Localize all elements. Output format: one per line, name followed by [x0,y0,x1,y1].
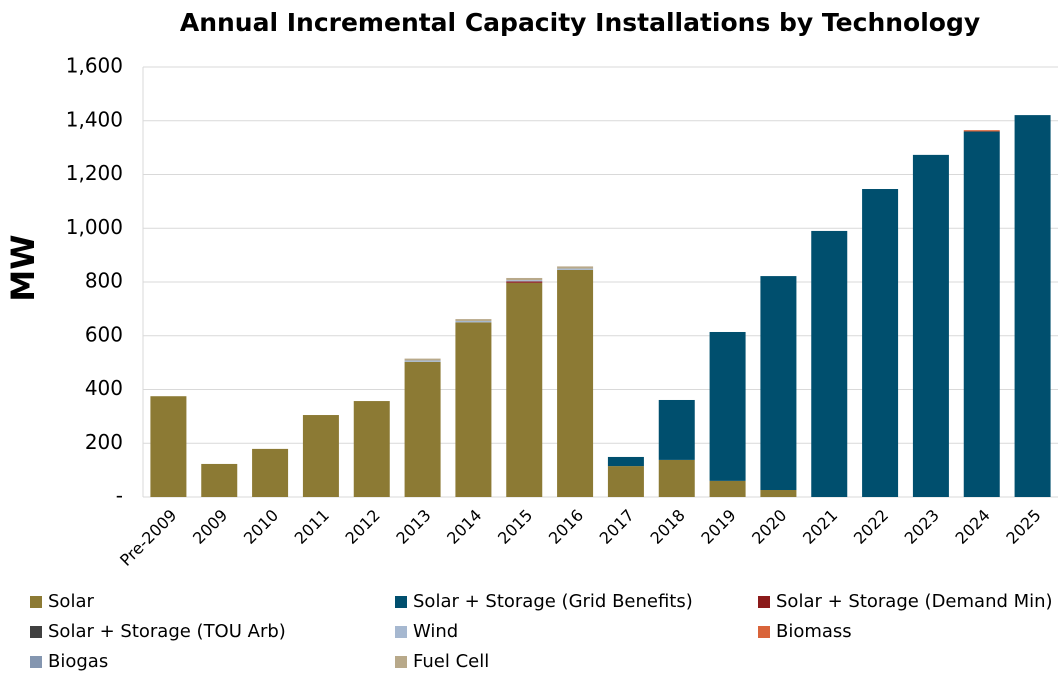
bar-segment [506,280,543,282]
y-tick-label: 800 [85,269,123,293]
x-tick-label: 2019 [697,506,739,548]
bar-segment [302,415,339,497]
y-tick-label: - [116,484,123,508]
legend-label: Biogas [48,651,108,672]
bar-segment [557,269,594,497]
legend-swatch [30,626,42,638]
bar-segment [252,448,289,497]
bar-segment [506,282,543,497]
y-tick-label: 400 [85,376,123,400]
bar-segment [506,281,543,283]
y-tick-label: 1,000 [66,215,123,239]
y-tick-label: 1,600 [66,54,123,78]
y-axis-label: MW [4,234,42,301]
bar-segment [150,396,187,497]
legend-swatch [30,596,42,608]
legend-swatch [758,626,770,638]
x-tick-label: 2009 [189,506,231,548]
bar-segment [862,189,899,497]
x-tick-label: 2023 [901,506,943,548]
x-tick-label: 2015 [494,506,536,548]
bar-segment [557,268,594,270]
bar-segment [506,277,543,281]
bar-segment [404,361,441,497]
legend-label: Solar + Storage (Grid Benefits) [413,591,693,612]
bar-segment [455,319,492,321]
x-tick-label: 2011 [291,506,333,548]
x-tick-label: 2020 [748,506,790,548]
bar-segment [607,466,644,497]
bar-segment [607,456,644,467]
bar-segment [201,463,238,497]
bar-segment [760,490,797,497]
legend-swatch [30,656,42,668]
chart-title: Annual Incremental Capacity Installation… [180,8,980,37]
bar-segment [404,360,441,362]
x-tick-label: 2016 [545,506,587,548]
bar-segment [1014,115,1051,497]
legend-label: Fuel Cell [413,651,489,672]
bar-segment [658,459,695,497]
y-tick-label: 200 [85,430,123,454]
bar-segment [353,401,390,497]
x-tick-label: 2024 [952,506,994,548]
x-tick-label: 2021 [799,506,841,548]
x-tick-label: 2025 [1002,506,1044,548]
x-tick-label: 2010 [240,506,282,548]
bar-segment [557,266,594,269]
y-tick-label: 1,200 [66,161,123,185]
bar-segment [709,480,746,497]
x-tick-label: 2017 [596,506,638,548]
legend-label: Solar [48,591,94,612]
x-tick-label: 2013 [392,506,434,548]
bar-segment [912,154,949,497]
legend-label: Wind [413,621,458,642]
legend-label: Solar + Storage (Demand Min) [776,591,1053,612]
x-tick-label: Pre-2009 [116,506,180,570]
legend-swatch [395,656,407,668]
bar-segment [760,276,797,491]
legend-swatch [395,626,407,638]
bar-segment [963,130,1000,132]
bar-segment [455,322,492,497]
y-tick-label: 1,400 [66,107,123,131]
y-tick-label: 600 [85,322,123,346]
bar-segment [404,358,441,361]
x-tick-label: 2014 [443,506,485,548]
legend-swatch [758,596,770,608]
bar-segment [709,331,746,481]
legend-swatch [395,596,407,608]
x-tick-label: 2022 [850,506,892,548]
legend-label: Biomass [776,621,852,642]
x-tick-label: 2012 [342,506,384,548]
legend-label: Solar + Storage (TOU Arb) [48,621,286,642]
x-tick-label: 2018 [647,506,689,548]
bar-segment [455,320,492,323]
bar-segment [658,399,695,460]
bar-segment [811,230,848,497]
bar-segment [963,131,1000,497]
